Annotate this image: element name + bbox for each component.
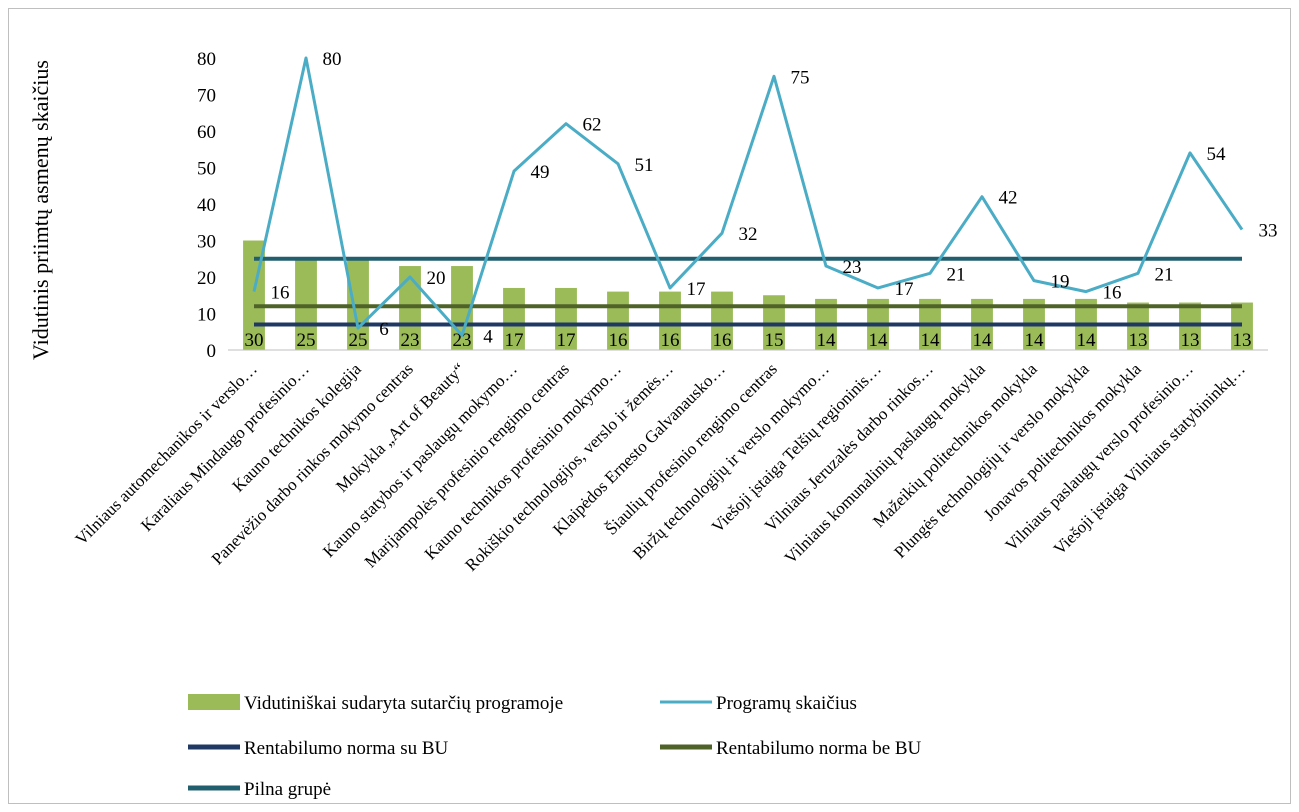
chart-frame (8, 8, 1291, 804)
legend-label: Pilna grupė (244, 779, 331, 800)
bar-data-label: 17 (557, 330, 576, 351)
y-tick-label: 50 (197, 159, 216, 180)
bar-data-label: 13 (1129, 330, 1148, 351)
y-tick-label: 70 (197, 86, 216, 107)
category-label: Vilniaus paslaugų verslo profesinio… (1001, 359, 1196, 554)
line-data-label: 80 (323, 49, 342, 70)
y-tick-label: 20 (197, 268, 216, 289)
line-data-label: 20 (427, 268, 446, 289)
line-series (252, 56, 1244, 337)
y-axis-title: Vidutinis priimtų asmenų skaičius (28, 60, 53, 360)
legend-swatch (188, 694, 240, 710)
bar-data-label: 13 (1181, 330, 1200, 351)
y-tick-label: 40 (197, 195, 216, 216)
legend: Vidutiniškai sudaryta sutarčių programoj… (188, 693, 922, 800)
bar-data-label: 17 (505, 330, 524, 351)
line-data-label: 54 (1207, 144, 1227, 165)
y-tick-label: 60 (197, 122, 216, 143)
line-data-labels: 16 80 6 20 4 49 62 51 17 32 75 23 17 21 42 19 16 21 54 33 (271, 49, 1278, 347)
bar-data-label: 14 (1025, 330, 1045, 351)
line-programu-skaicius (252, 56, 1244, 337)
bar-data-label: 16 (713, 330, 732, 351)
line-data-label: 16 (1103, 283, 1122, 304)
line-data-label: 6 (379, 319, 389, 340)
line-data-label: 49 (531, 162, 550, 183)
x-axis: Vilniaus automechanikos ir verslo…Karali… (72, 349, 1268, 575)
y-tick-label: 0 (207, 341, 217, 362)
line-data-label: 21 (947, 264, 966, 285)
bar-data-label: 14 (869, 330, 889, 351)
bar-data-label: 13 (1233, 330, 1252, 351)
line-data-label: 62 (583, 115, 602, 136)
y-tick-label: 30 (197, 232, 216, 253)
bar (503, 287, 525, 350)
bar-data-label: 14 (1077, 330, 1097, 351)
bar-data-label: 25 (297, 330, 316, 351)
category-label: Viešoji įstaiga Vilniaus statybininkų… (1050, 359, 1249, 558)
line-data-label: 17 (687, 279, 706, 300)
bar-data-label: 23 (453, 330, 472, 351)
y-tick-label: 80 (197, 49, 216, 70)
bar-data-label: 14 (817, 330, 837, 351)
legend-label: Rentabilumo norma su BU (244, 738, 449, 759)
legend-label: Rentabilumo norma be BU (716, 738, 922, 759)
line-data-label: 75 (791, 67, 810, 88)
legend-label: Vidutiniškai sudaryta sutarčių programoj… (244, 693, 563, 714)
bar-data-label: 16 (609, 330, 628, 351)
y-tick-label: 10 (197, 305, 216, 326)
category-label: Vilniaus automechanikos ir verslo… (72, 359, 261, 548)
line-data-label: 42 (999, 188, 1018, 209)
line-data-label: 51 (635, 155, 654, 176)
bar-data-label: 15 (765, 330, 784, 351)
reference-lines (254, 256, 1242, 327)
legend-label: Programų skaičius (716, 693, 857, 714)
line-data-label: 32 (739, 224, 758, 245)
bar-data-label: 25 (349, 330, 368, 351)
line-data-label: 19 (1051, 272, 1070, 293)
bar-data-label: 16 (661, 330, 680, 351)
line-data-label: 33 (1259, 221, 1278, 242)
bar-data-label: 14 (973, 330, 993, 351)
bar-data-label: 14 (921, 330, 941, 351)
line-data-label: 21 (1155, 264, 1174, 285)
bar-data-labels: 30 25 25 23 23 17 17 16 16 16 15 14 14 14 14 14 14 13 13 13 (245, 330, 1252, 351)
line-data-label: 17 (895, 279, 914, 300)
line-data-label: 16 (271, 283, 290, 304)
bar-data-label: 30 (245, 330, 264, 351)
bar-data-label: 23 (401, 330, 420, 351)
bar (555, 287, 577, 350)
y-axis: 0 10 20 30 40 50 60 70 80 (197, 49, 216, 362)
line-data-label: 4 (483, 326, 493, 347)
line-data-label: 23 (843, 257, 862, 278)
